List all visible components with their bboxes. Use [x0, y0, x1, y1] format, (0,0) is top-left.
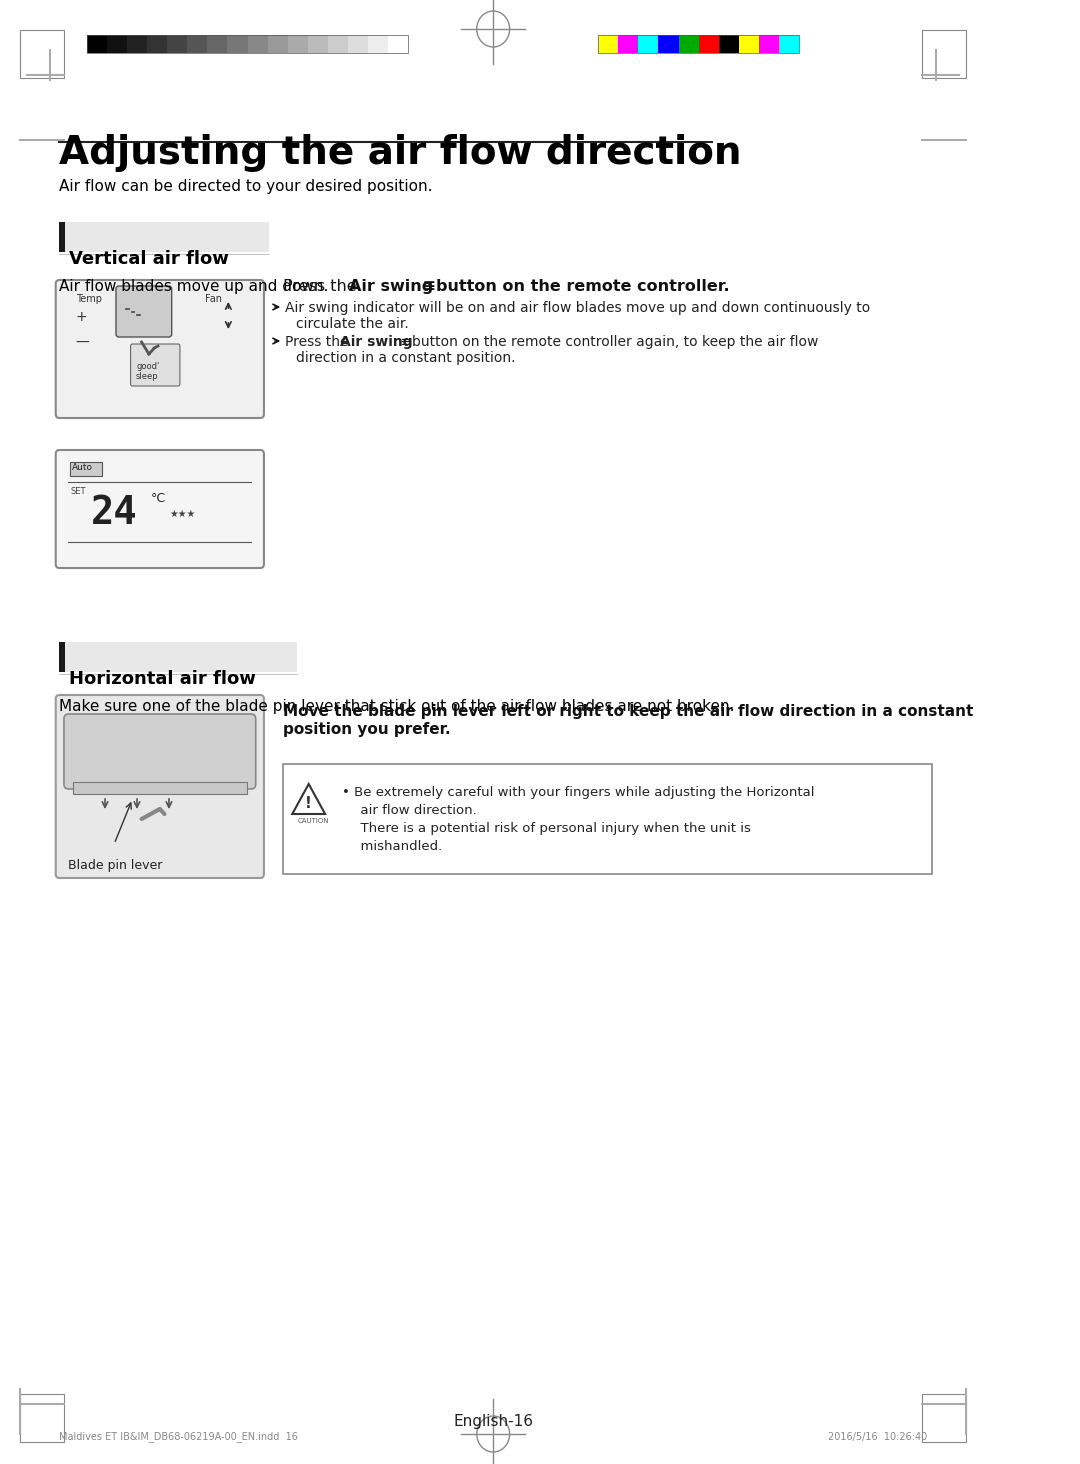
Text: air flow direction.: air flow direction.: [352, 804, 476, 817]
Text: 2016/5/16  10:26:40: 2016/5/16 10:26:40: [827, 1432, 927, 1442]
Text: good': good': [136, 362, 160, 370]
Bar: [598, 35, 619, 53]
Text: Vertical air flow: Vertical air flow: [69, 250, 229, 268]
Bar: [619, 35, 638, 53]
Bar: [739, 35, 759, 53]
Bar: [147, 35, 167, 53]
Bar: [287, 35, 308, 53]
Bar: [283, 764, 932, 874]
Text: !: !: [305, 796, 312, 811]
Bar: [59, 223, 269, 252]
Bar: [268, 35, 287, 53]
Text: Press the: Press the: [283, 280, 362, 294]
Bar: [759, 35, 779, 53]
FancyBboxPatch shape: [116, 285, 172, 337]
Text: Temp: Temp: [76, 294, 102, 305]
Text: position you prefer.: position you prefer.: [283, 722, 450, 736]
FancyBboxPatch shape: [56, 280, 264, 419]
Bar: [86, 35, 408, 53]
Bar: [127, 35, 147, 53]
FancyBboxPatch shape: [56, 449, 264, 568]
Bar: [922, 1394, 967, 1442]
Text: —: —: [76, 337, 90, 350]
Bar: [699, 35, 719, 53]
Text: °C: °C: [151, 492, 166, 505]
Bar: [86, 35, 107, 53]
Text: direction in a constant position.: direction in a constant position.: [296, 351, 515, 365]
FancyBboxPatch shape: [56, 695, 264, 878]
Text: Press the: Press the: [285, 335, 353, 348]
Text: Air swing indicator will be on and air flow blades move up and down continuously: Air swing indicator will be on and air f…: [285, 302, 870, 315]
Bar: [167, 35, 187, 53]
Bar: [368, 35, 388, 53]
Bar: [59, 643, 65, 672]
Text: Air flow blades move up and down.: Air flow blades move up and down.: [59, 280, 328, 294]
Bar: [922, 29, 967, 78]
Bar: [21, 1394, 64, 1442]
Bar: [388, 35, 408, 53]
Text: 24: 24: [92, 493, 138, 531]
Bar: [328, 35, 348, 53]
Text: English-16: English-16: [454, 1414, 534, 1429]
Bar: [598, 35, 799, 53]
Bar: [678, 35, 699, 53]
FancyBboxPatch shape: [131, 344, 180, 386]
Text: circulate the air.: circulate the air.: [296, 318, 408, 331]
Bar: [70, 463, 103, 476]
Text: Fan: Fan: [205, 294, 222, 305]
FancyBboxPatch shape: [64, 714, 256, 789]
Bar: [59, 223, 65, 252]
Bar: [228, 35, 247, 53]
Text: SET: SET: [70, 488, 85, 496]
Text: CAUTION: CAUTION: [298, 818, 329, 824]
Text: +: +: [76, 310, 87, 324]
Text: mishandled.: mishandled.: [352, 840, 442, 854]
Bar: [107, 35, 127, 53]
Text: Make sure one of the blade pin lever that stick out of the air flow blades are n: Make sure one of the blade pin lever tha…: [59, 698, 734, 714]
Bar: [21, 29, 64, 78]
Bar: [348, 35, 368, 53]
Text: Blade pin lever: Blade pin lever: [68, 859, 163, 873]
Bar: [247, 35, 268, 53]
Polygon shape: [293, 785, 325, 814]
Text: Air flow can be directed to your desired position.: Air flow can be directed to your desired…: [59, 179, 433, 195]
Text: There is a potential risk of personal injury when the unit is: There is a potential risk of personal in…: [352, 821, 751, 834]
Text: ≡button on the remote controller again, to keep the air flow: ≡button on the remote controller again, …: [396, 335, 819, 348]
Text: ≡button on the remote controller.: ≡button on the remote controller.: [417, 280, 730, 294]
Text: Air swing: Air swing: [340, 335, 413, 348]
Bar: [659, 35, 678, 53]
Text: Horizontal air flow: Horizontal air flow: [69, 671, 256, 688]
Text: sleep: sleep: [136, 372, 159, 381]
Bar: [187, 35, 207, 53]
Bar: [308, 35, 328, 53]
Bar: [207, 35, 228, 53]
Text: Air swing: Air swing: [349, 280, 433, 294]
Bar: [73, 782, 246, 793]
Bar: [59, 643, 297, 672]
Text: ★★★: ★★★: [168, 509, 195, 520]
Text: Adjusting the air flow direction: Adjusting the air flow direction: [59, 135, 742, 171]
Bar: [779, 35, 799, 53]
Text: Auto: Auto: [72, 463, 93, 471]
Text: • Be extremely careful with your fingers while adjusting the Horizontal: • Be extremely careful with your fingers…: [342, 786, 815, 799]
Bar: [719, 35, 739, 53]
Text: Maldives ET IB&IM_DB68-06219A-00_EN.indd  16: Maldives ET IB&IM_DB68-06219A-00_EN.indd…: [59, 1432, 298, 1442]
Bar: [638, 35, 659, 53]
Text: Move the blade pin lever left or right to keep the air flow direction in a const: Move the blade pin lever left or right t…: [283, 704, 973, 719]
